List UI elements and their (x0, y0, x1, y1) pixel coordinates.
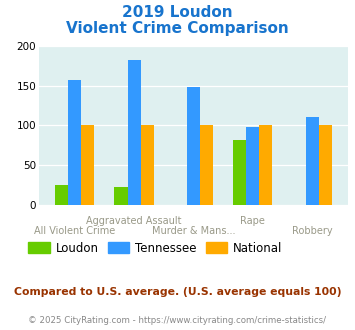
Bar (141, 125, 154, 205)
Bar (81, 125, 94, 205)
Bar (187, 87, 200, 205)
Text: Murder & Mans...: Murder & Mans... (152, 226, 235, 236)
Bar (55, 185, 68, 205)
Text: Rape: Rape (240, 216, 265, 226)
Bar (233, 141, 246, 205)
Legend: Loudon, Tennessee, National: Loudon, Tennessee, National (24, 237, 287, 259)
Text: All Violent Crime: All Violent Crime (34, 226, 115, 236)
Text: © 2025 CityRating.com - https://www.cityrating.com/crime-statistics/: © 2025 CityRating.com - https://www.city… (28, 315, 327, 325)
Bar (306, 117, 319, 205)
Text: Robbery: Robbery (292, 226, 333, 236)
Bar (127, 60, 141, 205)
Text: 2019 Loudon: 2019 Loudon (122, 5, 233, 20)
Text: Aggravated Assault: Aggravated Assault (86, 216, 182, 226)
Bar (114, 187, 127, 205)
Bar (200, 125, 213, 205)
Bar (319, 125, 332, 205)
Text: Violent Crime Comparison: Violent Crime Comparison (66, 21, 289, 36)
Text: Compared to U.S. average. (U.S. average equals 100): Compared to U.S. average. (U.S. average … (14, 287, 341, 297)
Bar (246, 127, 260, 205)
Bar (68, 80, 81, 205)
Bar (260, 125, 273, 205)
